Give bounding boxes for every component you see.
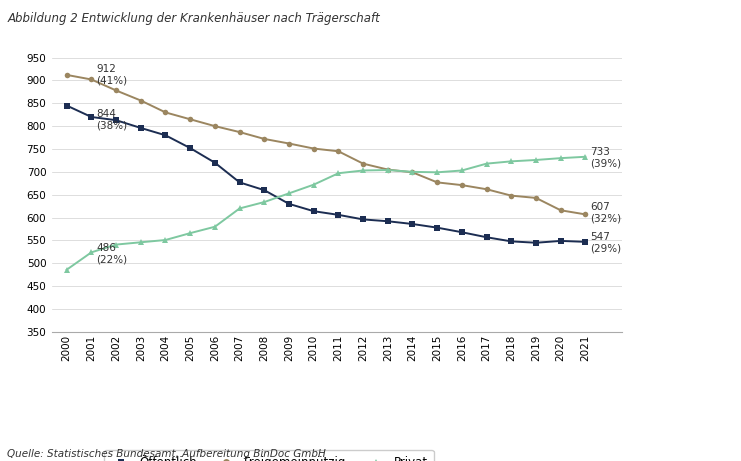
- Text: 547
(29%): 547 (29%): [591, 232, 622, 254]
- Text: 844
(38%): 844 (38%): [96, 109, 127, 130]
- Text: 607
(32%): 607 (32%): [591, 201, 622, 223]
- Legend: Öffentlich, Freigemeinnützig, Privat: Öffentlich, Freigemeinnützig, Privat: [104, 450, 433, 461]
- Text: 486
(22%): 486 (22%): [96, 243, 127, 264]
- Text: Abbildung 2 Entwicklung der Krankenhäuser nach Trägerschaft: Abbildung 2 Entwicklung der Krankenhäuse…: [7, 12, 380, 24]
- Text: Quelle: Statistisches Bundesamt, Aufbereitung BinDoc GmbH: Quelle: Statistisches Bundesamt, Aufbere…: [7, 449, 326, 459]
- Text: 912
(41%): 912 (41%): [96, 65, 127, 86]
- Text: 733
(39%): 733 (39%): [591, 147, 622, 168]
